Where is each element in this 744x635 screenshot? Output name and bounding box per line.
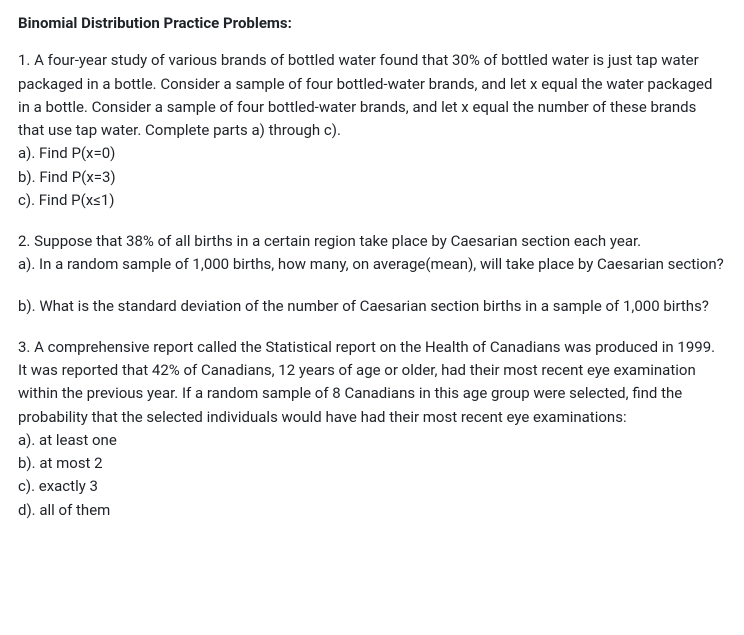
problem-1: 1. A four-year study of various brands o… bbox=[18, 49, 726, 212]
problem-2: 2. Suppose that 38% of all births in a c… bbox=[18, 230, 726, 318]
document-title: Binomial Distribution Practice Problems: bbox=[18, 12, 726, 35]
problem-2-intro: 2. Suppose that 38% of all births in a c… bbox=[18, 230, 726, 253]
problem-1-part-a: a). Find P(x=0) bbox=[18, 142, 726, 165]
problem-2-part-a: a). In a random sample of 1,000 births, … bbox=[18, 253, 726, 276]
problem-2-part-b: b). What is the standard deviation of th… bbox=[18, 295, 726, 318]
problem-3-part-a: a). at least one bbox=[18, 429, 726, 452]
document-body: Binomial Distribution Practice Problems:… bbox=[18, 12, 726, 522]
problem-3: 3. A comprehensive report called the Sta… bbox=[18, 336, 726, 522]
problem-3-part-c: c). exactly 3 bbox=[18, 475, 726, 498]
problem-3-part-b: b). at most 2 bbox=[18, 452, 726, 475]
problem-1-intro: 1. A four-year study of various brands o… bbox=[18, 49, 726, 142]
problem-3-part-d: d). all of them bbox=[18, 499, 726, 522]
problem-3-intro: 3. A comprehensive report called the Sta… bbox=[18, 336, 726, 429]
problem-1-part-b: b). Find P(x=3) bbox=[18, 166, 726, 189]
problem-1-part-c: c). Find P(x≤1) bbox=[18, 189, 726, 212]
